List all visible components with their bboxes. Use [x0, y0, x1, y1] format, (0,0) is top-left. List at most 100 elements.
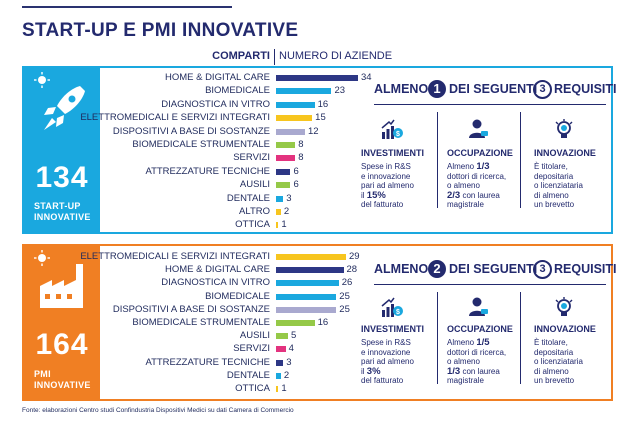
- category-label: AUSILI: [239, 179, 270, 191]
- bar: [276, 293, 337, 300]
- value-label: 25: [339, 290, 350, 302]
- title-rule: [22, 6, 232, 8]
- bar: [276, 115, 313, 122]
- category-label: ELETTROMEDICALI E SERVIZI INTEGRATI: [80, 251, 270, 262]
- comparti-header: COMPARTI: [212, 50, 270, 62]
- category-label: BIOMEDICALE: [205, 290, 270, 302]
- value-label: 29: [348, 251, 360, 262]
- category-label: DENTALE: [226, 192, 270, 204]
- occupazione-text: Almeno 1/5 dottori di ricerca, o almeno …: [447, 337, 507, 385]
- bar: [276, 209, 281, 215]
- bar: [276, 320, 315, 326]
- value-label: 6: [293, 165, 299, 177]
- svg-text:$: $: [396, 131, 400, 138]
- category-label: AUSILI: [239, 330, 270, 342]
- bar: [276, 128, 305, 135]
- category-label: BIOMEDICALE: [205, 85, 270, 97]
- req-divider: [437, 112, 438, 208]
- occupazione-text: Almeno 1/3 dottori di ricerca, o almeno …: [447, 161, 507, 209]
- category-label: ALTRO: [239, 206, 270, 217]
- investment-icon: $: [381, 297, 403, 317]
- innovazione-text: È titolare, depositaria o licenziataria …: [534, 162, 583, 209]
- category-label: DENTALE: [226, 369, 270, 381]
- req-total-count: 3: [533, 260, 552, 279]
- req-dei-seguenti: DEI SEGUENTI: [449, 262, 538, 276]
- investimenti-text: Spese in R&S e innovazione pari ad almen…: [361, 338, 414, 385]
- bar: [276, 222, 279, 229]
- investimenti-title: INVESTIMENTI: [361, 324, 425, 334]
- req-divider: [520, 112, 521, 208]
- category-label: DIAGNOSTICA IN VITRO: [161, 98, 270, 110]
- req-min-count: 2: [428, 260, 446, 278]
- bar: [276, 306, 337, 313]
- value-label: 2: [283, 206, 290, 217]
- startup-total: 134: [35, 161, 89, 194]
- bar: [276, 386, 279, 392]
- req-almeno: ALMENO: [374, 82, 429, 96]
- occupazione-title: OCCUPAZIONE: [447, 148, 513, 158]
- value-label: 8: [298, 139, 304, 150]
- req-underline: [374, 104, 606, 105]
- value-label: 15: [315, 112, 326, 124]
- source-footnote: Fonte: elaborazioni Centro studi Confind…: [22, 407, 294, 414]
- value-label: 16: [317, 317, 329, 328]
- category-label: DIAGNOSTICA IN VITRO: [161, 277, 270, 289]
- value-label: 1: [281, 219, 287, 231]
- value-label: 26: [341, 277, 353, 289]
- pmi-panel: 164 PMI INNOVATIVE ELETTROMEDICALI E SER…: [22, 244, 617, 401]
- value-label: 3: [286, 356, 292, 368]
- category-label: ATTREZZATURE TECNICHE: [145, 356, 270, 368]
- bar: [276, 333, 289, 340]
- employment-icon: [469, 297, 488, 316]
- value-label: 3: [286, 192, 292, 204]
- occupazione-title: OCCUPAZIONE: [447, 324, 513, 334]
- value-label: 23: [334, 85, 346, 97]
- category-label: SERVIZI: [233, 152, 270, 164]
- innovazione-title: INNOVAZIONE: [534, 148, 596, 158]
- pmi-label-2: INNOVATIVE: [34, 380, 91, 390]
- category-label: DISPOSITIVI A BASE DI SOSTANZE: [112, 303, 270, 315]
- value-label: 25: [339, 303, 350, 315]
- bar: [276, 75, 358, 81]
- category-label: HOME & DIGITAL CARE: [164, 264, 270, 276]
- bar: [276, 359, 284, 366]
- value-label: 12: [307, 125, 319, 137]
- req-divider: [437, 292, 438, 384]
- startup-panel: 134 START-UP INNOVATIVE HOME & DIGITAL C…: [22, 66, 617, 234]
- req-requisiti: REQUISITI: [554, 82, 617, 96]
- rocket-icon: [34, 72, 85, 130]
- investimenti-title: INVESTIMENTI: [361, 148, 425, 158]
- category-label: ATTREZZATURE TECNICHE: [145, 165, 270, 177]
- value-label: 28: [346, 264, 358, 276]
- numero-aziende-header: NUMERO DI AZIENDE: [279, 50, 393, 62]
- bar: [276, 101, 315, 108]
- value-label: 1: [281, 383, 287, 394]
- category-label: OTTICA: [235, 383, 270, 394]
- innovazione-text: È titolare, depositaria o licenziataria …: [534, 338, 583, 385]
- req-total-count: 3: [533, 80, 552, 99]
- req-dei-seguenti: DEI SEGUENTI: [449, 82, 538, 96]
- bar: [276, 195, 284, 202]
- req-underline: [374, 284, 606, 285]
- svg-text:$: $: [396, 309, 400, 316]
- bar: [276, 88, 332, 95]
- value-label: 34: [361, 72, 372, 83]
- value-label: 2: [283, 369, 290, 381]
- bar: [276, 155, 296, 162]
- bar: [276, 254, 346, 260]
- value-label: 5: [291, 330, 297, 342]
- startup-side: 134 START-UP INNOVATIVE: [24, 68, 100, 232]
- pmi-total: 164: [35, 328, 89, 361]
- value-label: 16: [317, 98, 329, 110]
- value-label: 6: [293, 179, 299, 191]
- bar: [276, 267, 344, 274]
- category-label: ELETTROMEDICALI E SERVIZI INTEGRATI: [80, 112, 270, 124]
- innovazione-title: INNOVAZIONE: [534, 324, 596, 334]
- investimenti-text: Spese in R&S e innovazione pari ad almen…: [361, 162, 414, 209]
- pmi-side: 164 PMI INNOVATIVE: [24, 246, 100, 399]
- bar: [276, 280, 339, 287]
- req-almeno: ALMENO: [374, 262, 429, 276]
- factory-icon: [34, 250, 83, 308]
- pmi-label-1: PMI: [34, 369, 51, 379]
- startup-label-2: INNOVATIVE: [34, 212, 91, 222]
